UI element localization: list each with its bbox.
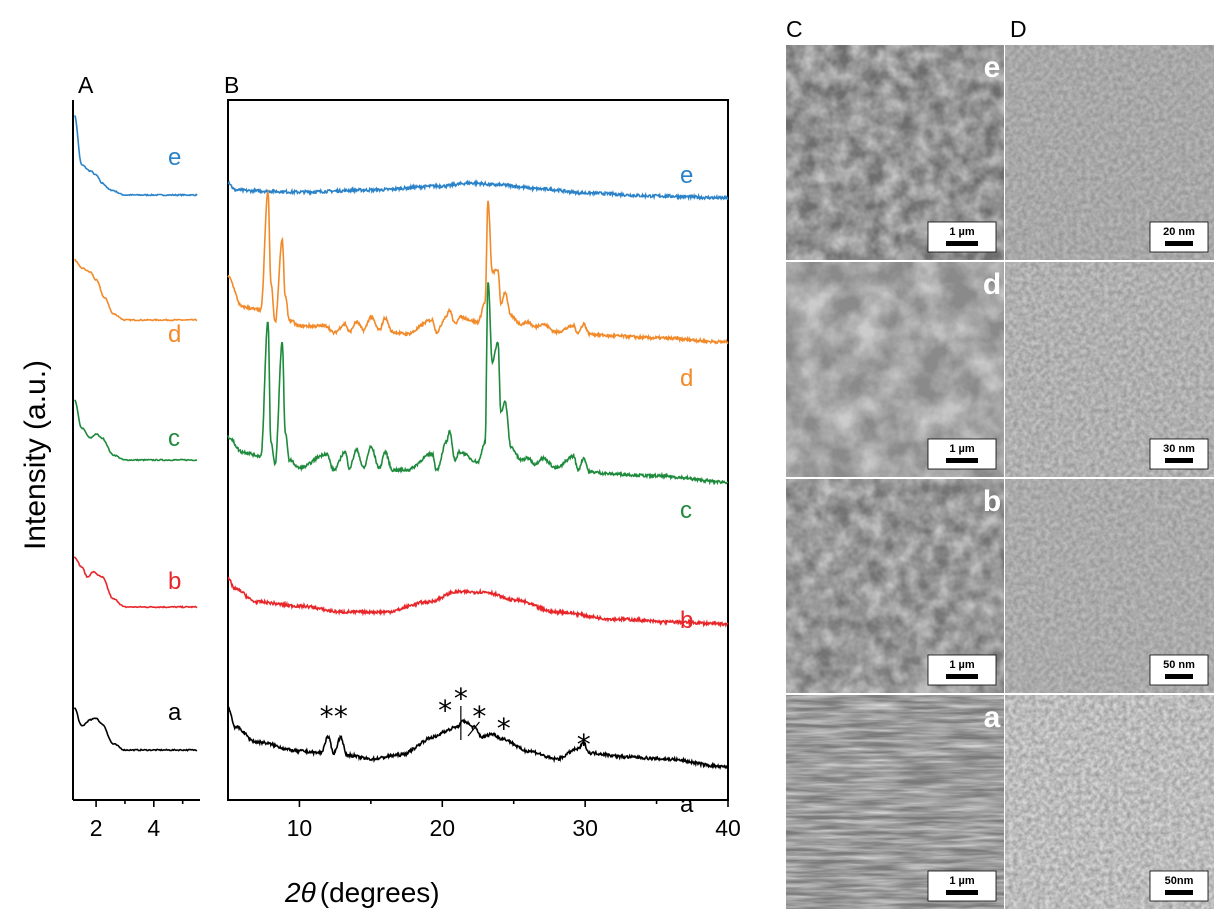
curve-label-c: c <box>168 425 180 452</box>
tem-image-d <box>1005 262 1214 477</box>
image-label-a: a <box>984 701 1001 734</box>
series-line-a <box>227 706 729 771</box>
scale-bar-box <box>1149 221 1209 253</box>
panel-letter-a: A <box>78 72 94 98</box>
series-line-b <box>73 556 198 609</box>
curve-label-d: d <box>680 365 693 392</box>
x-axis-label: 2θ (degrees) <box>284 877 440 908</box>
series-line-e <box>73 114 198 197</box>
scale-bar-box <box>927 870 997 902</box>
scale-bar-box <box>1149 438 1209 470</box>
scale-bar <box>1165 674 1193 679</box>
scale-bar <box>1165 241 1193 246</box>
series-line-c <box>74 399 198 462</box>
sem-image-b <box>786 479 1004 693</box>
scale-bar-box <box>1149 870 1209 902</box>
scale-bar-label: 1 µm <box>949 659 975 671</box>
image-label-d: d <box>983 268 1001 301</box>
scale-bar <box>946 890 978 895</box>
scale-bar-box <box>927 438 997 470</box>
x-tick-label-40: 40 <box>715 815 741 841</box>
curve-label-e: e <box>680 162 693 189</box>
curve-label-b: b <box>168 568 181 595</box>
x-axis-unit: (degrees) <box>320 877 440 908</box>
x-tick-label-30: 30 <box>572 815 598 841</box>
scale-bar-label: 20 nm <box>1163 226 1195 238</box>
panel-b-frame <box>227 99 729 801</box>
curve-label-c: c <box>680 497 692 524</box>
scale-bar-label: 30 nm <box>1163 443 1195 455</box>
tem-image-b <box>1005 479 1214 693</box>
image-label-e: e <box>984 51 1001 84</box>
x-tick-label-4: 4 <box>147 815 160 841</box>
y-axis-label: Intensity (a.u.) <box>19 360 52 550</box>
curve-label-e: e <box>168 144 181 171</box>
scale-bar <box>946 241 978 246</box>
scale-bar-label: 50nm <box>1165 875 1194 887</box>
series-line-d <box>227 189 729 345</box>
x-tick-label-10: 10 <box>287 815 313 841</box>
micrograph-grid: e 1 µm 20 nm d 1 µm 30 nm b 1 µm 50 nm a 1 µm 50nm <box>786 45 1214 909</box>
scale-bar-label: 50 nm <box>1163 659 1195 671</box>
panel-letter-c: C <box>786 16 803 42</box>
curve-label-a: a <box>680 791 694 818</box>
peak-marker: * <box>472 700 486 733</box>
peak-marker: * <box>454 682 468 715</box>
peak-marker: * <box>334 700 348 733</box>
series-line-e <box>227 179 729 202</box>
panel-a-plot: 2 4 e d c b a <box>72 100 200 841</box>
image-label-b: b <box>983 485 1001 518</box>
peak-marker: * <box>320 700 334 733</box>
scale-bar <box>946 458 978 463</box>
peak-leader-line <box>467 721 480 737</box>
scale-bar <box>1165 890 1193 895</box>
scale-bar-box <box>927 654 997 686</box>
series-line-b <box>227 576 729 628</box>
series-line-d <box>74 259 198 322</box>
panel-letter-d: D <box>1010 16 1027 42</box>
curve-label-b: b <box>680 607 693 634</box>
tem-image-a <box>1005 695 1214 909</box>
series-line-a <box>73 707 198 752</box>
x-tick-label-20: 20 <box>429 815 455 841</box>
peak-marker: * <box>577 728 591 761</box>
scale-bar <box>1165 458 1193 463</box>
scale-bar-label: 1 µm <box>949 875 975 887</box>
curve-label-d: d <box>168 321 181 348</box>
scale-bar <box>946 674 978 679</box>
peak-marker: * <box>438 694 452 727</box>
curve-label-a: a <box>168 699 182 726</box>
scale-bar-label: 1 µm <box>949 443 975 455</box>
panel-letter-b: B <box>224 72 239 98</box>
x-tick-label-2: 2 <box>90 815 103 841</box>
scale-bar-box <box>927 221 997 253</box>
peak-marker: * <box>497 712 511 745</box>
scale-bar-label: 1 µm <box>949 226 975 238</box>
scale-bar-box <box>1149 654 1209 686</box>
series-line-c <box>227 282 729 486</box>
x-axis-symbol: 2θ <box>284 877 316 908</box>
